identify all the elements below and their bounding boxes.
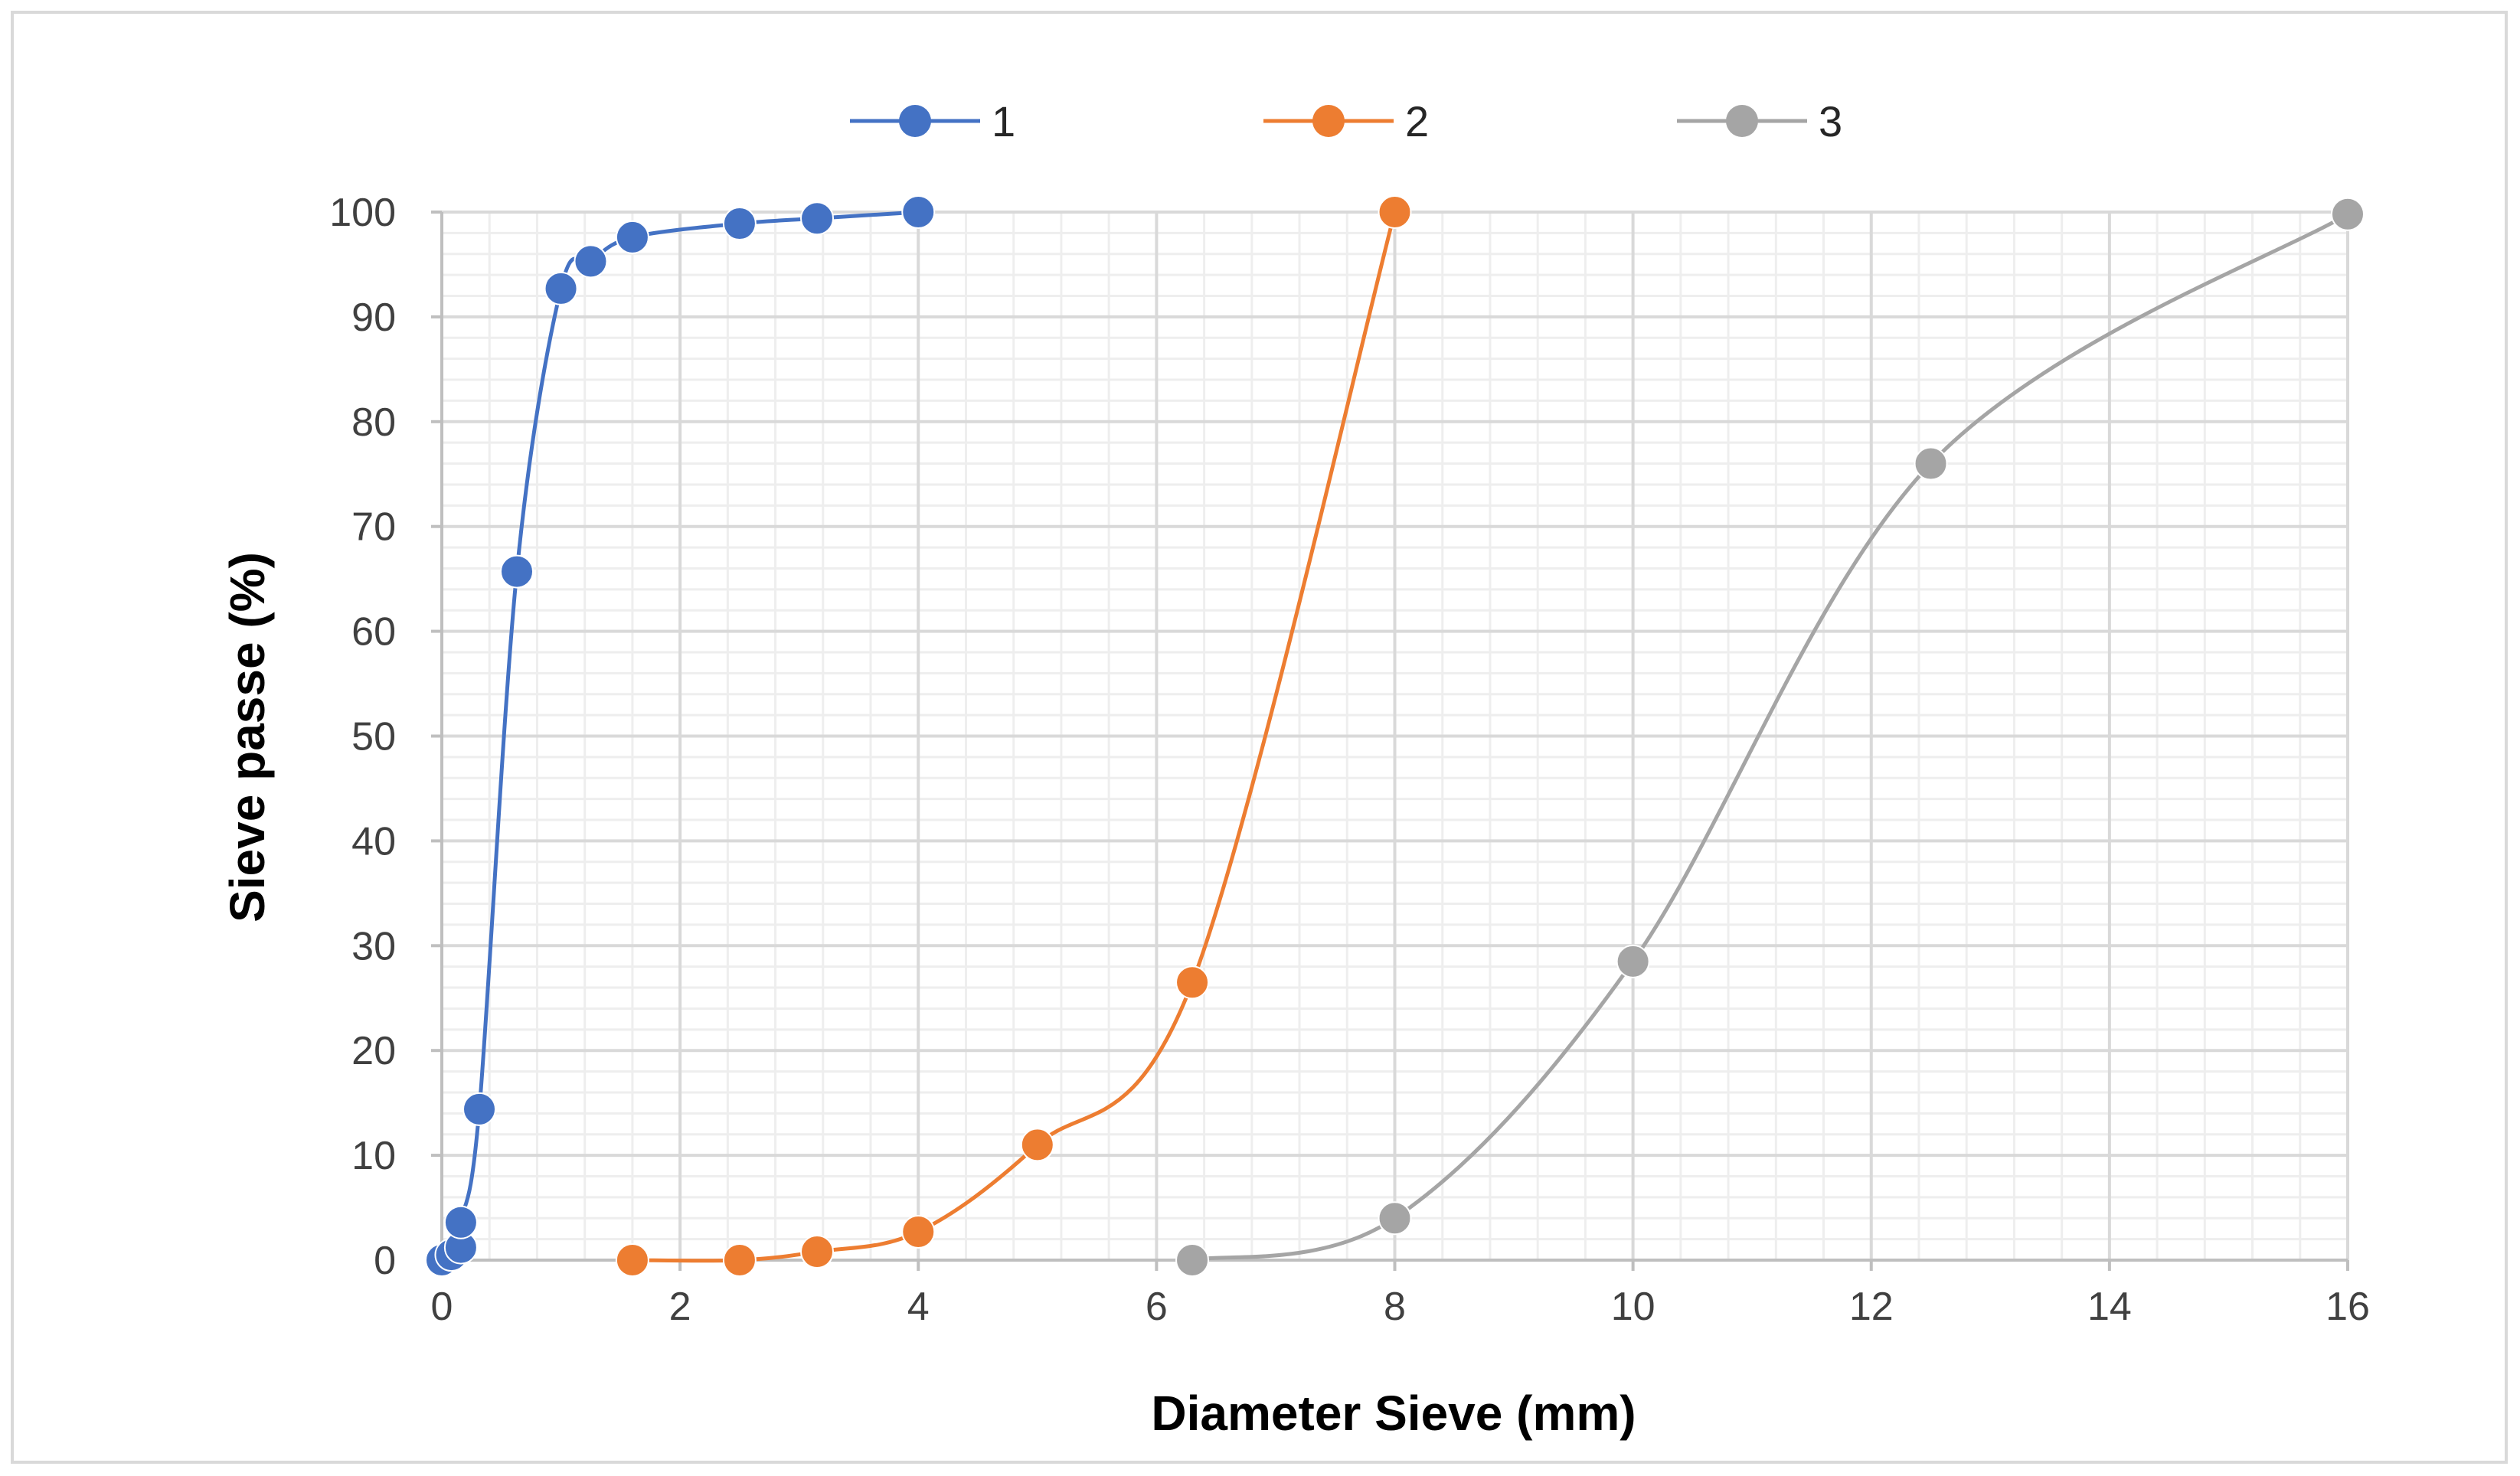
data-point [443,1205,478,1239]
legend-label: 2 [1405,97,1429,145]
y-tick-label: 60 [351,610,396,655]
legend-marker [1312,105,1345,137]
data-point [1175,1243,1210,1277]
data-point [544,271,578,305]
y-tick-label: 90 [351,296,396,340]
data-point [1378,195,1412,229]
legend-label: 3 [1819,97,1842,145]
x-tick-label: 6 [1146,1285,1168,1329]
x-tick-label: 8 [1384,1285,1406,1329]
y-tick-label: 100 [329,191,396,235]
data-point [1616,944,1650,978]
legend-entry-1: 1 [850,97,1015,145]
y-tick-label: 40 [351,819,396,864]
data-point [1914,446,1948,481]
data-point [1175,965,1210,1000]
legend-marker [899,105,931,137]
series-3 [1175,197,2365,1277]
data-point [615,220,649,254]
x-tick-label: 4 [907,1285,930,1329]
y-tick-label: 70 [351,505,396,550]
y-tick-label: 0 [374,1239,396,1283]
data-point [800,1235,835,1269]
y-axis-title: Sieve passe (%) [220,552,275,922]
legend-label: 1 [992,97,1015,145]
data-point [722,1243,757,1277]
data-point [901,1215,936,1249]
y-tick-label: 30 [351,924,396,968]
data-point [462,1092,497,1126]
x-tick-label: 10 [1611,1285,1655,1329]
y-tick-label: 10 [351,1134,396,1178]
y-tick-label: 80 [351,400,396,445]
legend-entry-2: 2 [1263,97,1429,145]
y-tick-label: 50 [351,715,396,759]
legend-marker [1726,105,1758,137]
series-1 [425,195,936,1277]
data-point [1020,1128,1054,1162]
series-2 [615,195,1412,1277]
data-point [2331,197,2365,231]
y-tick-label: 20 [351,1029,396,1073]
series-line-3 [1191,212,2349,1262]
x-tick-label: 2 [669,1285,691,1329]
data-point [574,244,608,279]
data-point [800,201,835,236]
legend-entry-3: 3 [1677,97,1842,145]
data-point [722,207,757,241]
data-point [615,1243,649,1277]
data-point [500,554,534,589]
data-point [901,195,936,229]
data-point [1378,1201,1412,1236]
x-tick-label: 0 [431,1285,453,1329]
x-tick-label: 14 [2087,1285,2132,1329]
x-tick-label: 12 [1849,1285,1894,1329]
x-axis-title: Diameter Sieve (mm) [1151,1386,1636,1441]
x-tick-label: 16 [2326,1285,2370,1329]
